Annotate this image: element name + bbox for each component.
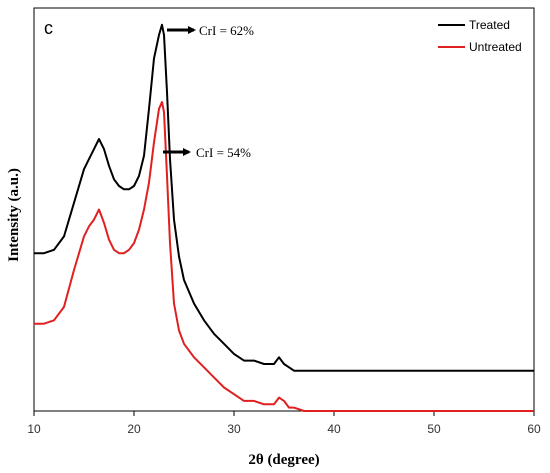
x-tick-label-10: 10 (27, 422, 41, 436)
series-line-treated (34, 23, 534, 372)
x-axis-title: 2θ (degree) (248, 452, 319, 468)
annotation-treated: CrI = 62% (199, 23, 254, 38)
x-axis-ticks: 10 20 30 40 50 60 (27, 411, 541, 436)
x-tick-label-60: 60 (527, 422, 541, 436)
series-line-untreated (34, 101, 534, 412)
annotation-untreated: CrI = 54% (196, 145, 251, 160)
plot-area (33, 7, 535, 412)
legend: Treated Untreated (438, 18, 522, 54)
x-tick-label-20: 20 (127, 422, 141, 436)
x-tick-label-50: 50 (427, 422, 441, 436)
y-axis-title: Intensity (a.u.) (6, 168, 22, 262)
legend-label-treated: Treated (469, 18, 510, 32)
panel-label: c (44, 18, 53, 38)
legend-label-untreated: Untreated (469, 40, 522, 54)
x-tick-label-30: 30 (227, 422, 241, 436)
x-tick-label-40: 40 (327, 422, 341, 436)
